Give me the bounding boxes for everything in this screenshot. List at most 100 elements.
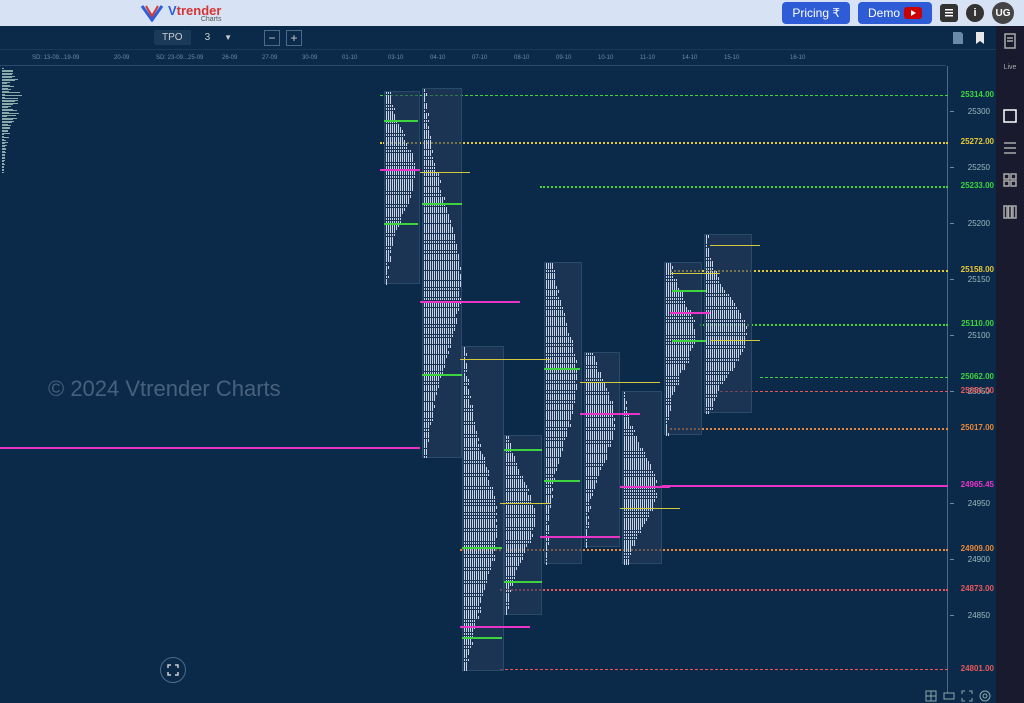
- period-value[interactable]: 3: [197, 30, 219, 45]
- user-avatar[interactable]: UG: [992, 2, 1014, 24]
- tpo-profile: [504, 435, 542, 614]
- single-view-icon[interactable]: [1001, 107, 1019, 125]
- demo-button[interactable]: Demo: [858, 2, 932, 24]
- composite-profile: [2, 68, 32, 188]
- poc-line: [0, 447, 420, 449]
- date-tick: 26-09: [222, 55, 237, 61]
- bottom-toolbar: [924, 689, 992, 703]
- date-tick: 14-10: [682, 55, 697, 61]
- price-tick: 25100: [968, 331, 990, 340]
- logo-icon: [140, 4, 164, 22]
- open-line: [670, 273, 720, 274]
- grid-view-icon[interactable]: [1001, 171, 1019, 189]
- reference-line: [380, 142, 948, 144]
- logo[interactable]: Vtrender Charts: [140, 3, 221, 23]
- poc-line: [620, 486, 670, 488]
- menu-icon[interactable]: [940, 4, 958, 22]
- zoom-in-button[interactable]: +: [286, 30, 302, 46]
- fullscreen-button[interactable]: [160, 657, 186, 683]
- open-line: [420, 172, 470, 173]
- date-tick: 10-10: [598, 55, 613, 61]
- date-tick: SD: 13-09...19-09: [32, 55, 79, 61]
- expand-icon[interactable]: [960, 689, 974, 703]
- list-view-icon[interactable]: [1001, 139, 1019, 157]
- rec-icon[interactable]: [942, 689, 956, 703]
- poc-line: [460, 626, 530, 628]
- value-area-line: [462, 637, 502, 639]
- reference-line: [760, 377, 948, 378]
- date-axis: SD: 13-09...19-09 20-09 SD: 23-09...25-09 2…: [0, 54, 946, 66]
- price-tick: 24950: [968, 499, 990, 508]
- price-tick: 24900: [968, 555, 990, 564]
- target-icon[interactable]: [978, 689, 992, 703]
- tpo-profile: [704, 234, 752, 413]
- value-area-line: [504, 581, 542, 583]
- level-label: 24965.45: [961, 480, 994, 489]
- level-label: 25233.00: [961, 181, 994, 190]
- value-area-line: [672, 340, 706, 342]
- doc-icon[interactable]: [1001, 32, 1019, 50]
- info-icon[interactable]: i: [966, 4, 984, 22]
- price-tick: 25300: [968, 107, 990, 116]
- grid-icon[interactable]: [924, 689, 938, 703]
- level-label: 24873.00: [961, 584, 994, 593]
- columns-icon[interactable]: [1001, 203, 1019, 221]
- date-tick: SD: 23-09...25-09: [156, 55, 203, 61]
- level-label: 25062.00: [961, 372, 994, 381]
- brand-v: V: [168, 3, 177, 18]
- value-area-line: [672, 290, 706, 292]
- level-label: 25272.00: [961, 137, 994, 146]
- tpo-profile: [422, 88, 462, 457]
- chart-toolbar: TPO 3 ▼ − +: [0, 26, 996, 50]
- reference-line: [500, 669, 948, 670]
- value-area-line: [422, 203, 462, 205]
- pricing-button[interactable]: Pricing ₹: [782, 2, 850, 24]
- open-line: [710, 245, 760, 246]
- tpo-profile: [622, 391, 662, 565]
- watermark: © 2024 Vtrender Charts: [48, 376, 281, 402]
- date-tick: 15-10: [724, 55, 739, 61]
- value-area-line: [384, 223, 418, 225]
- level-label: 25017.00: [961, 423, 994, 432]
- level-label: 24909.00: [961, 544, 994, 553]
- level-label: 25110.00: [961, 319, 994, 328]
- date-tick: 11-10: [640, 55, 655, 61]
- date-tick: 08-10: [514, 55, 529, 61]
- date-tick: 27-09: [262, 55, 277, 61]
- app-header: Vtrender Charts Pricing ₹ Demo i UG: [0, 0, 1024, 26]
- tpo-profile: [664, 262, 702, 436]
- zoom-out-button[interactable]: −: [264, 30, 280, 46]
- right-sidebar: Live: [996, 26, 1024, 703]
- reference-line: [380, 95, 948, 96]
- value-area-line: [544, 368, 580, 370]
- open-line: [460, 359, 550, 360]
- level-label: 24801.00: [961, 664, 994, 673]
- date-tick: 20-09: [114, 55, 129, 61]
- bookmark-icon[interactable]: [972, 30, 988, 46]
- date-tick: 07-10: [472, 55, 487, 61]
- open-line: [500, 503, 550, 504]
- save-icon[interactable]: [950, 30, 966, 46]
- open-line: [710, 340, 760, 341]
- value-area-line: [422, 374, 462, 376]
- price-tick: 25200: [968, 219, 990, 228]
- price-tick: 25250: [968, 163, 990, 172]
- reference-line: [670, 428, 948, 430]
- date-tick: 04-10: [430, 55, 445, 61]
- chart-area[interactable]: TPO 3 ▼ − + SD: 13-09...19-09 20-09 SD: 23…: [0, 26, 996, 703]
- date-tick: 30-09: [302, 55, 317, 61]
- price-axis: 2530025250252002515025100250502495024900…: [948, 66, 996, 693]
- value-area-line: [462, 547, 502, 549]
- reference-line: [500, 589, 948, 591]
- demo-label: Demo: [868, 6, 900, 20]
- open-line: [620, 508, 680, 509]
- dropdown-arrow-icon[interactable]: ▼: [224, 33, 232, 42]
- level-label: 25158.00: [961, 265, 994, 274]
- reference-line: [540, 186, 948, 188]
- open-line: [580, 382, 660, 383]
- value-area-line: [544, 480, 580, 482]
- tpo-profile: [544, 262, 582, 564]
- tpo-mode-label[interactable]: TPO: [154, 30, 191, 45]
- poc-line: [580, 413, 640, 415]
- date-tick: 16-10: [790, 55, 805, 61]
